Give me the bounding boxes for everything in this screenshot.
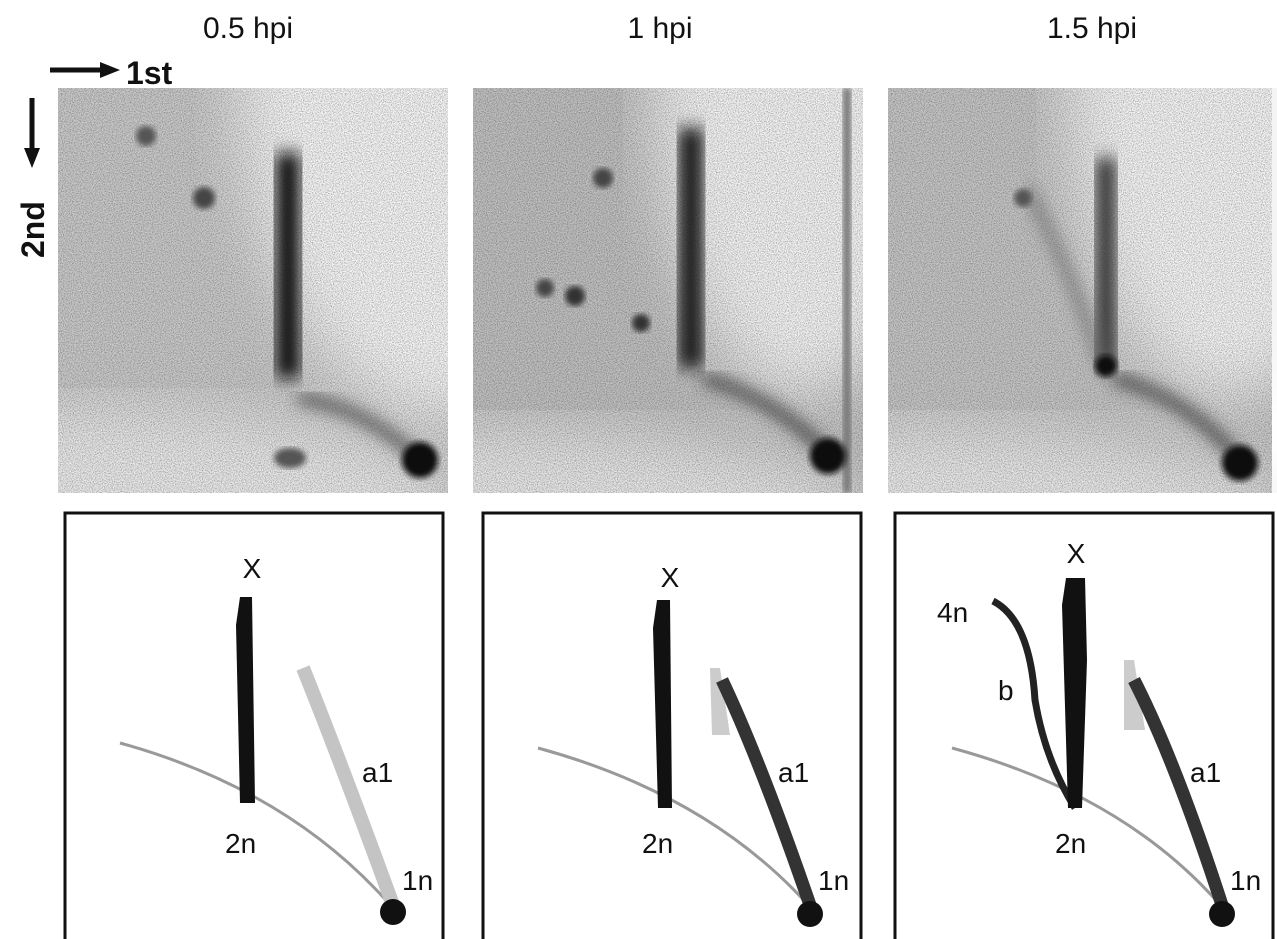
band-label: a1: [362, 757, 393, 788]
column-title: 1 hpi: [627, 12, 692, 45]
band-label: a1: [778, 757, 809, 788]
band-label: 2n: [1055, 828, 1086, 859]
band-label: b: [998, 675, 1014, 706]
axis-label: 1st: [126, 55, 173, 91]
diagram: [63, 511, 445, 939]
band-label: 1n: [402, 865, 433, 896]
band-label: 1n: [818, 865, 849, 896]
diagram: [893, 511, 1275, 939]
gel-image: [473, 88, 863, 493]
band-label: a1: [1190, 757, 1221, 788]
diagram: [481, 511, 863, 939]
gel-image: [888, 88, 1277, 493]
band-label: 2n: [642, 828, 673, 859]
gel-image: [58, 88, 448, 493]
band-label: X: [661, 562, 680, 593]
axis-label: 2nd: [15, 201, 51, 258]
band-label: 4n: [937, 597, 968, 628]
column-title: 0.5 hpi: [203, 12, 293, 45]
band-label: 1n: [1230, 865, 1261, 896]
band-label: 2n: [225, 828, 256, 859]
column-title: 1.5 hpi: [1047, 12, 1137, 45]
band-label: X: [243, 553, 262, 584]
axis-arrows: [24, 62, 120, 168]
band-label: X: [1067, 538, 1086, 569]
